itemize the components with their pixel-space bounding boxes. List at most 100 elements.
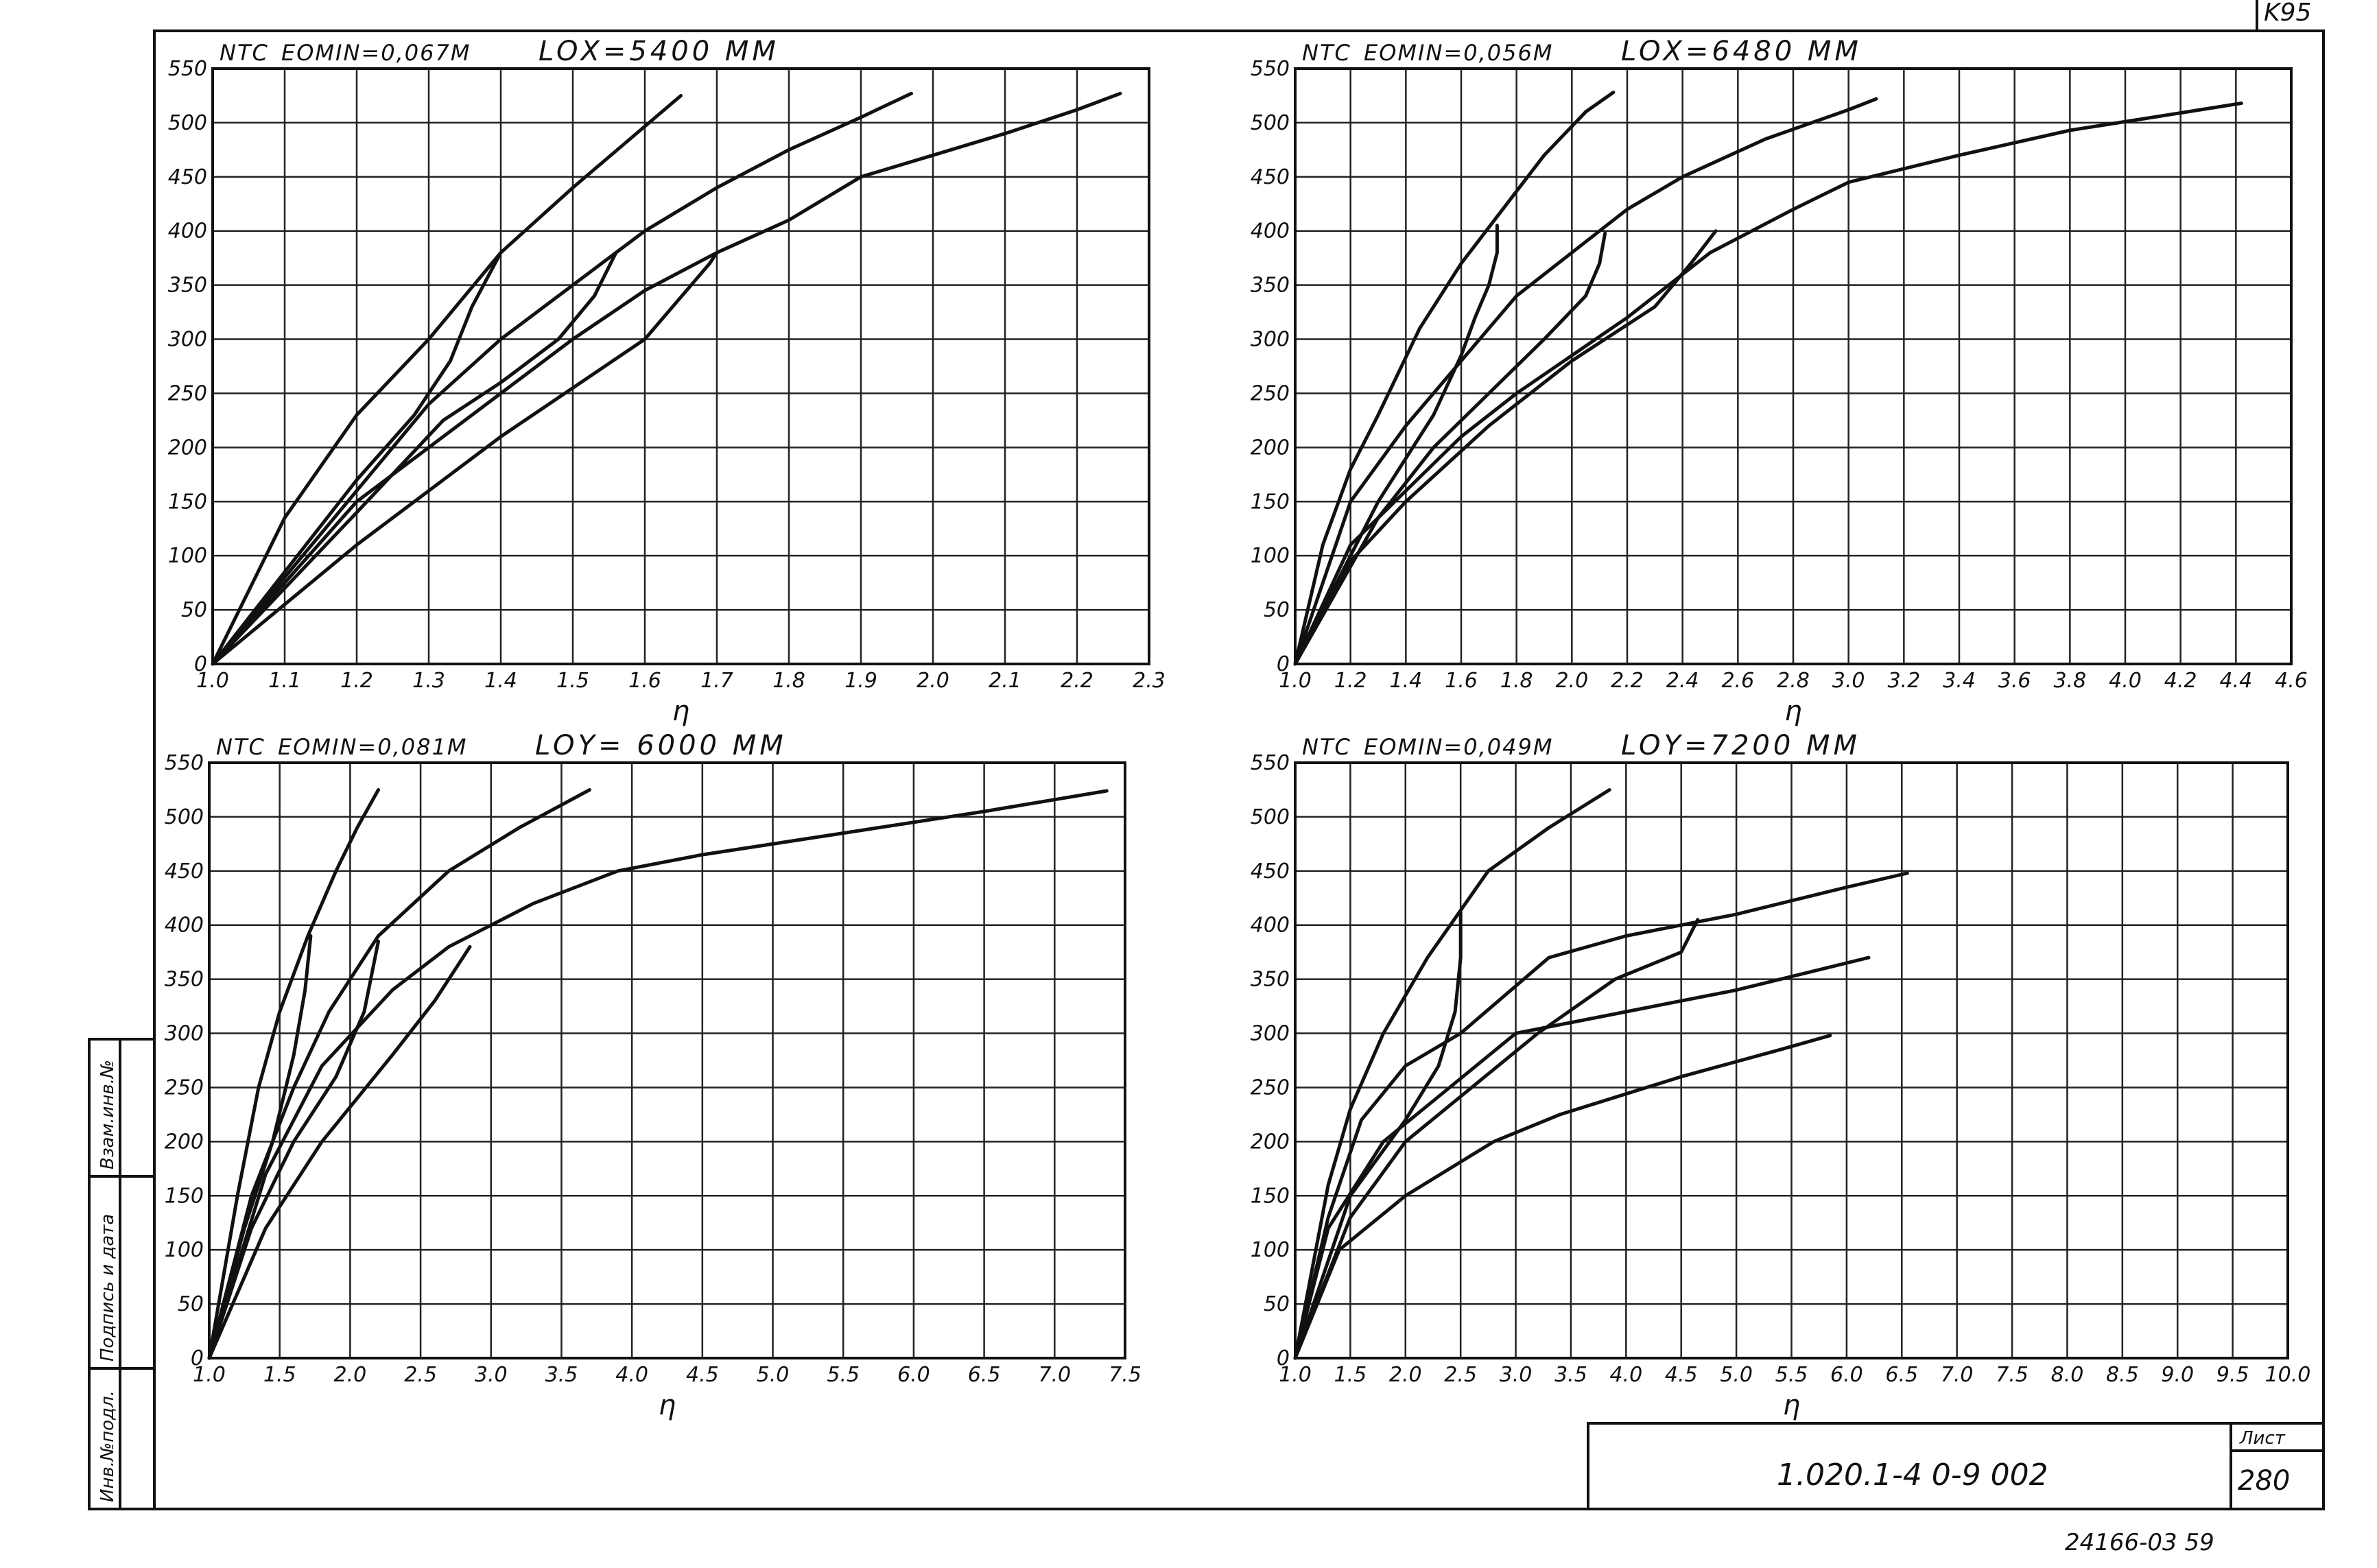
side-stamp: Инв.№подл. Подпись и дата Взам.инв.№ xyxy=(88,1038,156,1510)
sheet-frame xyxy=(153,29,2325,1510)
x-tick-label: 3.0 xyxy=(1832,669,1865,693)
y-tick-label: 300 xyxy=(165,1022,204,1046)
series-line-1 xyxy=(211,94,683,666)
x-tick-label: 4.5 xyxy=(1665,1363,1698,1387)
y-tick-label: 450 xyxy=(168,165,207,189)
x-tick-label: 7.0 xyxy=(1038,1363,1071,1387)
title-block-frame xyxy=(1587,1422,2325,1510)
x-tick-label: 3.2 xyxy=(1887,669,1920,693)
y-tick-label: 550 xyxy=(1251,57,1290,81)
x-tick-label: 3.0 xyxy=(475,1363,508,1387)
series-line-4 xyxy=(211,250,503,666)
plot-area xyxy=(211,67,1150,665)
length-label: LOX=5400 ММ xyxy=(539,36,779,67)
y-tick-label: 100 xyxy=(1251,544,1290,568)
y-tick-label: 400 xyxy=(168,219,207,243)
y-tick-label: 400 xyxy=(1251,914,1290,938)
y-tick-label: 400 xyxy=(165,914,204,938)
series-line-2 xyxy=(211,91,913,666)
x-tick-label: 3.5 xyxy=(545,1363,578,1387)
y-tick-label: 300 xyxy=(1251,1022,1290,1046)
series-line-5 xyxy=(1293,231,1607,666)
x-tick-label: 4.4 xyxy=(2219,669,2252,693)
series-line-1 xyxy=(1293,788,1611,1360)
y-tick-label: 50 xyxy=(178,1292,204,1316)
y-tick-label: 250 xyxy=(168,381,207,405)
series-line-3 xyxy=(1293,102,2243,666)
series-line-6 xyxy=(211,250,719,666)
y-tick-label: 450 xyxy=(1251,165,1290,189)
side-stamp-frame xyxy=(88,1038,156,1510)
plot-area xyxy=(1294,761,2289,1359)
x-tick-label: 2.6 xyxy=(1721,669,1754,693)
y-tick-label: 0 xyxy=(191,1346,204,1370)
charts-layer: 1.0 1.1 1.2 1.3 1.4 1.5 1.6 1.7 1.8 1.9 2.0 2.1 2.2 2… xyxy=(165,36,2311,1421)
series-line-6 xyxy=(1293,229,1718,666)
y-tick-label: 100 xyxy=(168,544,207,568)
y-tick-label: 0 xyxy=(1277,1346,1290,1370)
y-tick-label: 100 xyxy=(165,1238,204,1262)
x-tick-label: 7.5 xyxy=(1996,1363,2029,1387)
y-axis-label: NTC xyxy=(216,734,265,760)
eomin-label: EOMIN=0,056М xyxy=(1364,40,1553,66)
side-label-replacement: Взам.инв.№ xyxy=(97,1060,118,1169)
x-tick-label: 4.0 xyxy=(615,1363,648,1387)
x-tick-label: 4.0 xyxy=(2109,669,2142,693)
x-tick-label: 3.6 xyxy=(1998,669,2031,693)
x-tick-label: 1.8 xyxy=(772,669,805,693)
y-tick-label: 550 xyxy=(168,57,207,81)
y-tick-label: 500 xyxy=(1251,805,1290,829)
y-axis-label: NTC xyxy=(1302,734,1351,760)
x-tick-label: 4.0 xyxy=(1609,1363,1642,1387)
x-tick-label: 4.2 xyxy=(2164,669,2197,693)
x-tick-label: 3.8 xyxy=(2053,669,2086,693)
x-tick-label: 2.2 xyxy=(1061,669,1093,693)
x-tick-label: 9.0 xyxy=(2161,1363,2194,1387)
x-tick-label: 5.5 xyxy=(1775,1363,1808,1387)
y-tick-label: 350 xyxy=(168,274,207,298)
x-tick-label: 3.4 xyxy=(1943,669,1976,693)
x-tick-label: 7.5 xyxy=(1109,1363,1142,1387)
series-line-1 xyxy=(207,788,380,1360)
x-tick-label: 1.5 xyxy=(556,669,589,693)
eomin-label: EOMIN=0,067М xyxy=(281,40,471,66)
x-axis-label: η xyxy=(672,696,689,727)
series-line-1 xyxy=(1293,91,1616,666)
y-axis-label: NTC xyxy=(1302,40,1351,66)
y-tick-label: 550 xyxy=(1251,751,1290,775)
y-tick-label: 150 xyxy=(1251,1184,1290,1208)
length-label: LOY= 6000 ММ xyxy=(535,730,787,761)
x-tick-label: 9.5 xyxy=(2216,1363,2249,1387)
y-tick-label: 300 xyxy=(168,328,207,352)
x-tick-label: 2.0 xyxy=(916,669,949,693)
plot-area xyxy=(1294,67,2293,665)
x-tick-label: 1.2 xyxy=(340,669,373,693)
series-line-4 xyxy=(207,934,313,1360)
series-line-4 xyxy=(1293,224,1499,666)
x-tick-label: 6.5 xyxy=(1885,1363,1918,1387)
y-tick-label: 150 xyxy=(165,1184,204,1208)
series-line-2 xyxy=(1293,97,1878,666)
x-tick-label: 1.0 xyxy=(193,1363,226,1387)
x-tick-label: 5.0 xyxy=(757,1363,790,1387)
chart-loy-6000: 1.0 1.5 2.0 2.5 3.0 3.5 4.0 4.5 5.0 5.5 6.0 6.5 7.0 7… xyxy=(165,730,1142,1421)
x-tick-label: 1.7 xyxy=(700,669,733,693)
x-tick-label: 2.4 xyxy=(1666,669,1699,693)
series-line-3 xyxy=(207,789,1109,1360)
y-tick-label: 400 xyxy=(1251,219,1290,243)
x-tick-label: 2.2 xyxy=(1611,669,1644,693)
x-axis-label: η xyxy=(1784,696,1801,727)
y-tick-label: 200 xyxy=(1251,436,1290,460)
x-tick-label: 1.0 xyxy=(1279,669,1312,693)
x-tick-label: 3.0 xyxy=(1500,1363,1533,1387)
x-tick-label: 5.5 xyxy=(827,1363,860,1387)
sheet-number: 280 xyxy=(2238,1465,2290,1497)
x-tick-label: 1.0 xyxy=(1279,1363,1312,1387)
y-tick-label: 200 xyxy=(165,1130,204,1154)
x-tick-label: 7.0 xyxy=(1941,1363,1974,1387)
x-tick-label: 2.3 xyxy=(1133,669,1166,693)
series-line-6 xyxy=(207,945,472,1360)
x-tick-label: 2.0 xyxy=(334,1363,367,1387)
series-line-3 xyxy=(1293,955,1871,1360)
x-tick-label: 1.8 xyxy=(1500,669,1533,693)
